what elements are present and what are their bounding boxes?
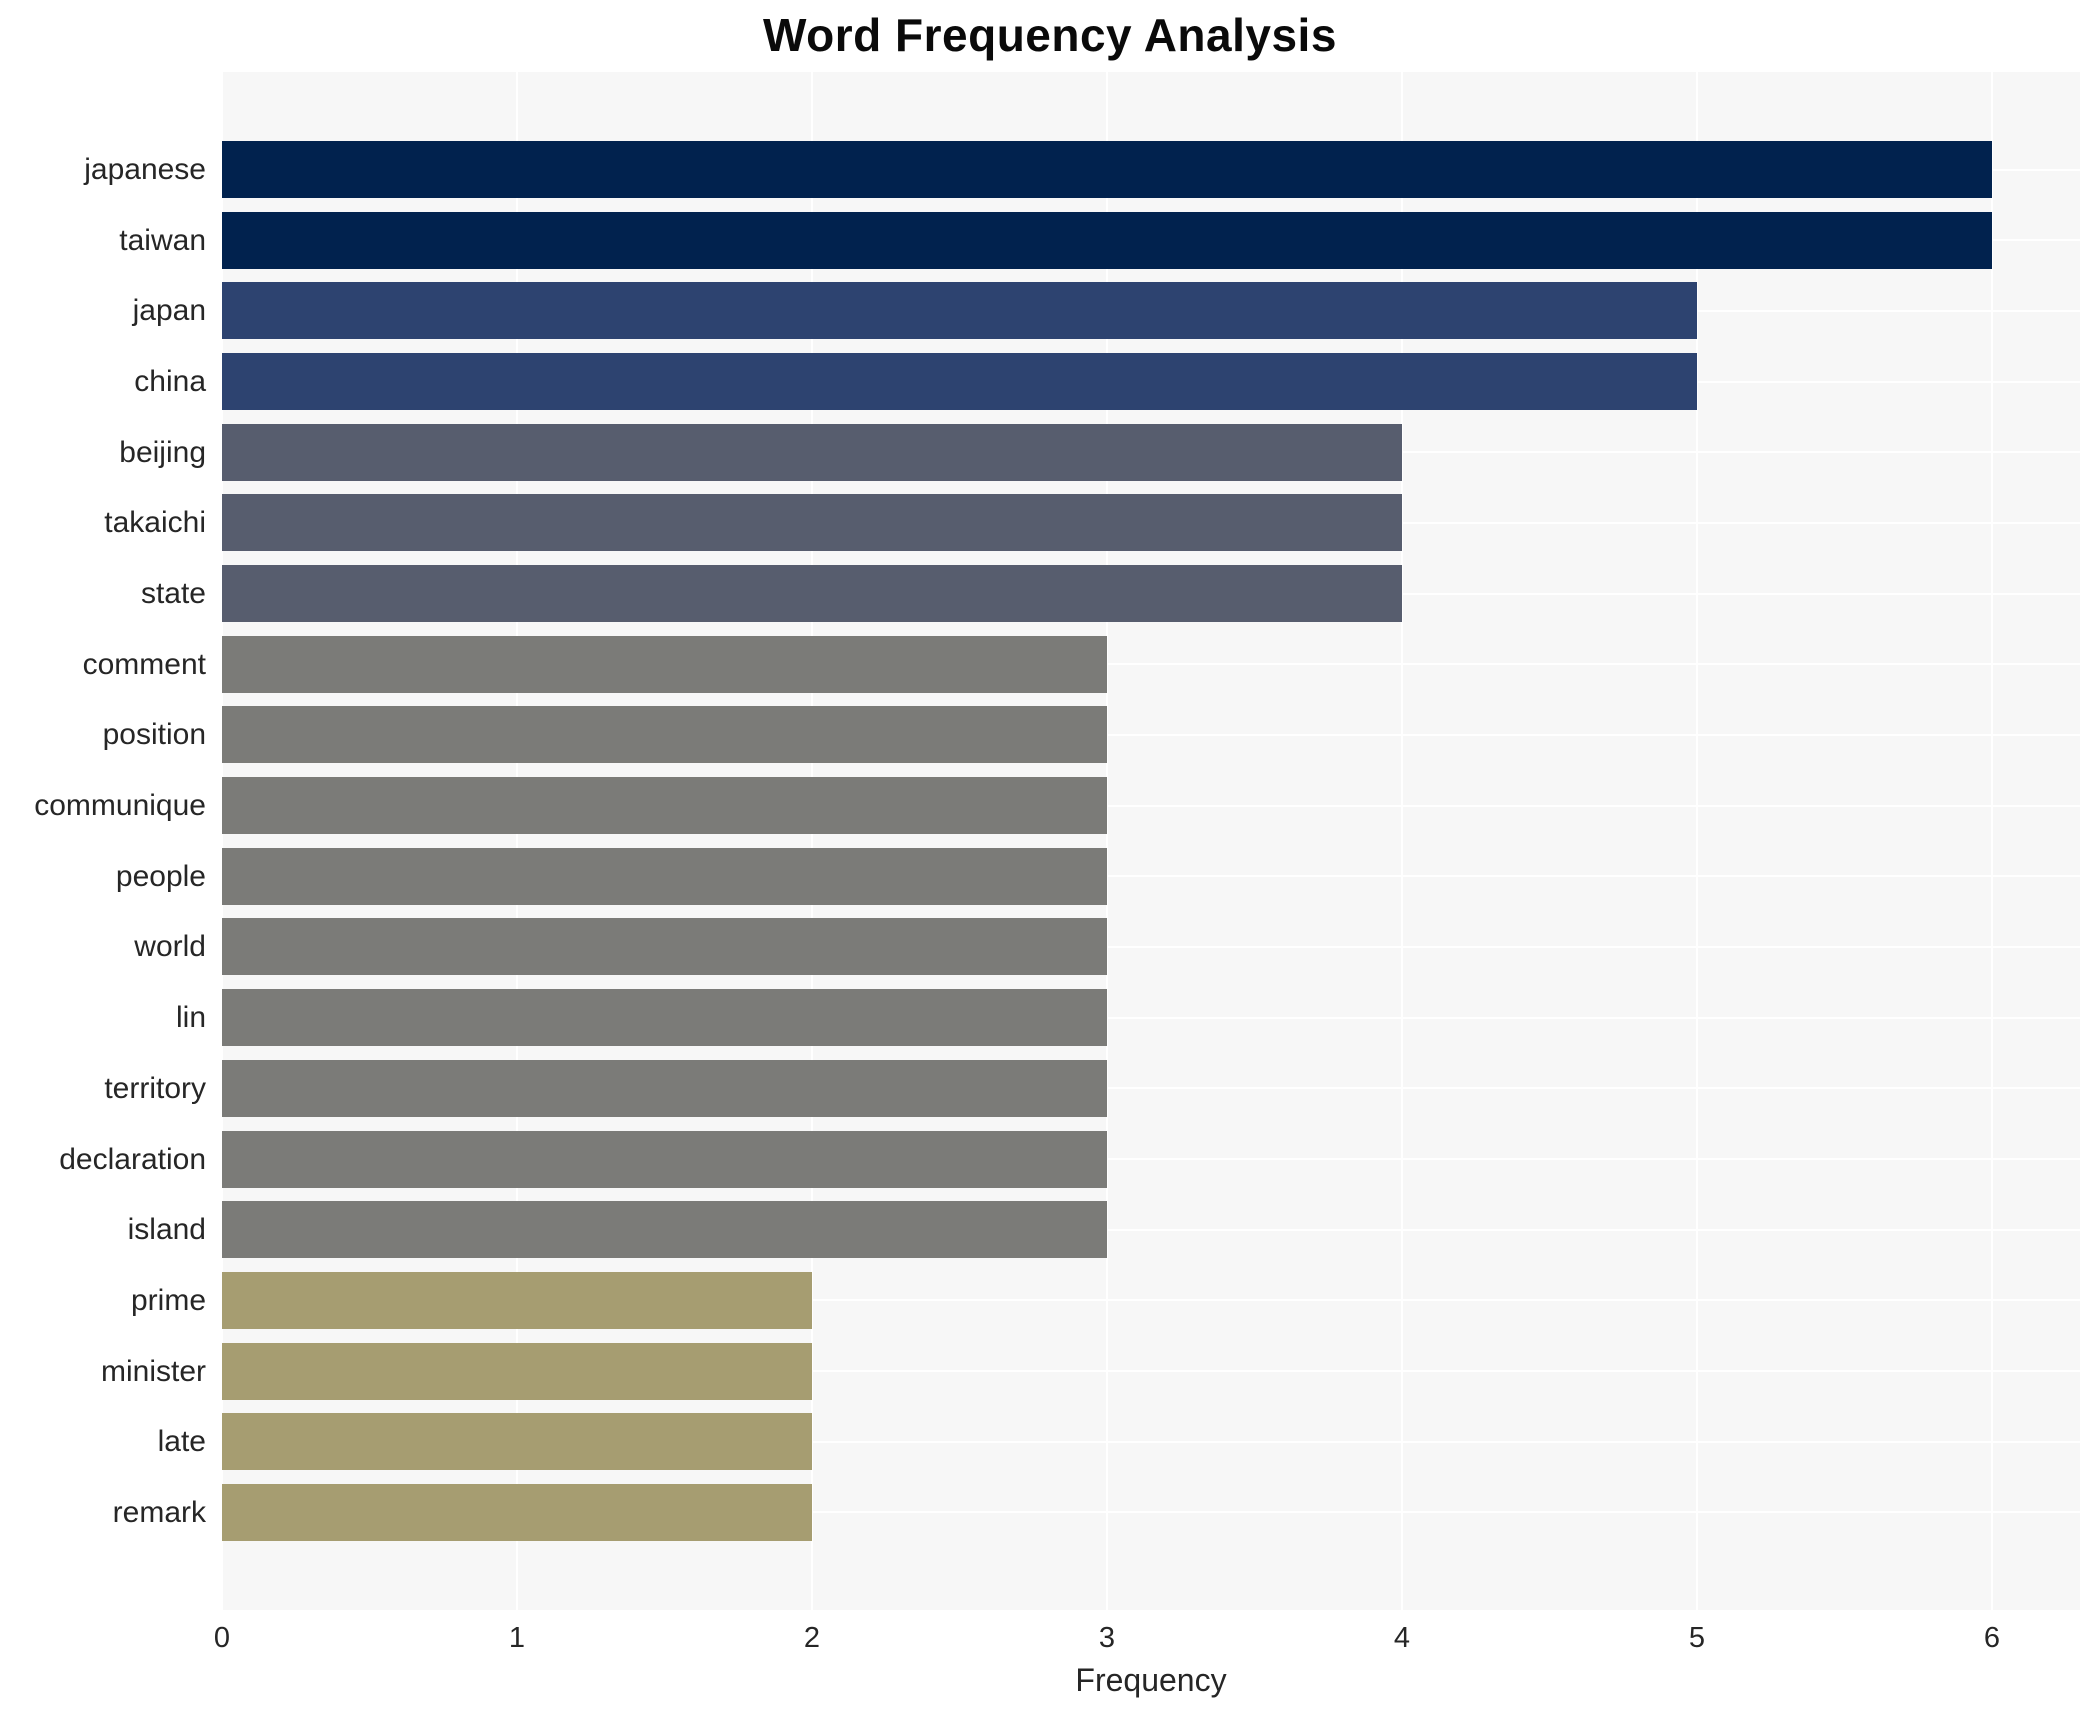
y-tick-label-people: people bbox=[115, 859, 206, 893]
x-tick-label-2: 2 bbox=[803, 1622, 821, 1654]
bar-comment bbox=[222, 635, 1107, 693]
y-tick-label-world: world bbox=[134, 930, 206, 964]
bar-takaichi bbox=[222, 494, 1402, 552]
chart-title: Word Frequency Analysis bbox=[763, 9, 1337, 61]
gridline-y-remark bbox=[222, 1511, 2080, 1514]
bar-japanese bbox=[222, 141, 1992, 198]
x-tick-label-4: 4 bbox=[1393, 1622, 1411, 1654]
y-tick-label-remark: remark bbox=[112, 1495, 206, 1529]
bar-territory bbox=[222, 1059, 1107, 1117]
gridline-y-prime bbox=[222, 1299, 2080, 1302]
gridline-y-territory bbox=[222, 1087, 2080, 1090]
bar-declaration bbox=[222, 1130, 1107, 1188]
y-tick-label-china: china bbox=[134, 365, 206, 399]
gridline-x-4 bbox=[1401, 72, 1403, 1610]
bar-communique bbox=[222, 777, 1107, 835]
bar-island bbox=[222, 1201, 1107, 1259]
bar-late bbox=[222, 1413, 812, 1471]
x-tick-label-6: 6 bbox=[1983, 1622, 2001, 1654]
y-tick-label-japan: japan bbox=[132, 294, 206, 328]
bar-china bbox=[222, 353, 1697, 411]
y-tick-label-late: late bbox=[157, 1425, 206, 1459]
y-tick-label-position: position bbox=[102, 718, 206, 752]
gridline-y-late bbox=[222, 1440, 2080, 1443]
y-tick-label-takaichi: takaichi bbox=[104, 506, 206, 540]
x-tick-label-5: 5 bbox=[1688, 1622, 1706, 1654]
gridline-x-1 bbox=[516, 72, 518, 1610]
gridline-y-communique bbox=[222, 804, 2080, 807]
bar-taiwan bbox=[222, 211, 1992, 269]
gridline-x-2 bbox=[811, 72, 813, 1610]
gridline-x-6 bbox=[1991, 72, 1993, 1610]
y-tick-label-taiwan: taiwan bbox=[119, 223, 206, 257]
gridline-y-lin bbox=[222, 1016, 2080, 1019]
bar-japan bbox=[222, 282, 1697, 340]
y-tick-label-communique: communique bbox=[34, 789, 206, 823]
bar-beijing bbox=[222, 423, 1402, 481]
y-tick-label-japanese: japanese bbox=[84, 153, 206, 186]
gridline-y-declaration bbox=[222, 1158, 2080, 1161]
y-tick-label-comment: comment bbox=[82, 647, 206, 681]
gridline-y-world bbox=[222, 945, 2080, 948]
bar-people bbox=[222, 847, 1107, 905]
x-axis-title: Frequency bbox=[1075, 1662, 1227, 1698]
bar-position bbox=[222, 706, 1107, 764]
plot-area bbox=[221, 72, 2080, 1610]
gridline-x-0 bbox=[221, 72, 223, 1610]
y-tick-label-beijing: beijing bbox=[119, 435, 206, 469]
y-tick-label-prime: prime bbox=[130, 1283, 206, 1317]
gridline-x-5 bbox=[1696, 72, 1698, 1610]
bar-minister bbox=[222, 1342, 812, 1400]
y-tick-label-territory: territory bbox=[104, 1071, 206, 1105]
bar-world bbox=[222, 918, 1107, 976]
y-tick-label-declaration: declaration bbox=[59, 1142, 206, 1176]
bar-remark bbox=[222, 1483, 812, 1541]
x-tick-label-3: 3 bbox=[1098, 1622, 1116, 1654]
y-tick-label-minister: minister bbox=[100, 1354, 206, 1388]
gridline-x-3 bbox=[1106, 72, 1108, 1610]
x-tick-label-1: 1 bbox=[508, 1622, 526, 1654]
gridline-y-minister bbox=[222, 1370, 2080, 1373]
bar-prime bbox=[222, 1271, 812, 1329]
x-tick-label-0: 0 bbox=[213, 1622, 231, 1654]
bar-lin bbox=[222, 989, 1107, 1047]
gridline-y-island bbox=[222, 1228, 2080, 1231]
bar-state bbox=[222, 565, 1402, 623]
gridline-y-comment bbox=[222, 663, 2080, 666]
gridline-y-position bbox=[222, 733, 2080, 736]
y-tick-label-state: state bbox=[140, 577, 206, 611]
gridline-y-people bbox=[222, 875, 2080, 878]
y-tick-label-island: island bbox=[127, 1213, 206, 1247]
y-tick-label-lin: lin bbox=[175, 1001, 206, 1035]
